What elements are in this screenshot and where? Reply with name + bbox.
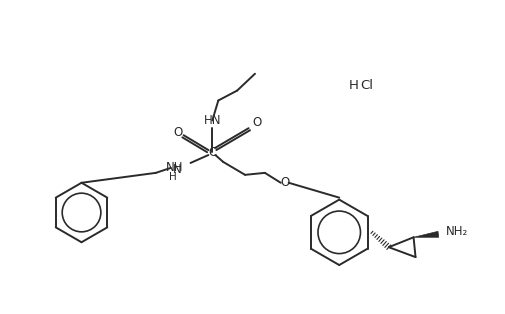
Text: HN: HN bbox=[204, 114, 221, 127]
Text: O: O bbox=[252, 116, 262, 129]
Text: O: O bbox=[173, 126, 182, 139]
Text: Cl: Cl bbox=[361, 79, 374, 92]
Text: O: O bbox=[280, 176, 289, 189]
Text: NH₂: NH₂ bbox=[446, 225, 469, 238]
Text: NH: NH bbox=[166, 161, 184, 174]
Text: C: C bbox=[208, 146, 217, 159]
Polygon shape bbox=[414, 231, 439, 237]
Text: H: H bbox=[169, 172, 177, 182]
Text: N: N bbox=[173, 163, 182, 176]
Text: H: H bbox=[349, 79, 359, 92]
